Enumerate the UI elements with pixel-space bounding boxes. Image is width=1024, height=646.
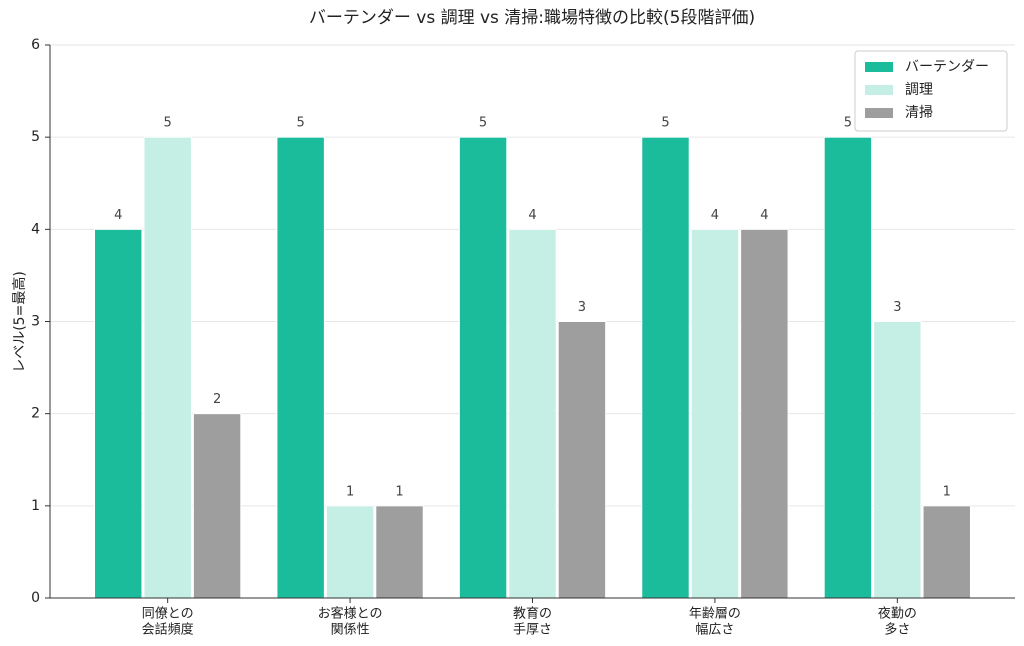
legend-label: 清掃 [905, 104, 933, 121]
value-label: 5 [661, 116, 669, 131]
legend-swatch [865, 62, 893, 72]
value-label: 4 [114, 208, 122, 223]
value-label: 2 [213, 392, 221, 407]
legend-label: バーテンダー [905, 59, 989, 75]
x-tick-label: 同僚との [142, 607, 194, 622]
value-label: 5 [479, 116, 487, 131]
value-label: 1 [395, 484, 403, 499]
value-label: 4 [528, 208, 536, 223]
y-tick-label: 2 [31, 406, 40, 422]
bar [276, 136, 325, 599]
bar [823, 136, 873, 599]
legend-swatch [865, 85, 893, 95]
value-label: 4 [711, 208, 719, 223]
bar [458, 136, 508, 599]
bar [690, 228, 740, 599]
bar [508, 228, 557, 599]
bar [922, 505, 971, 599]
y-axis-label: レベル(5=最高) [11, 271, 28, 373]
value-label: 1 [346, 484, 354, 499]
value-label: 5 [297, 116, 305, 131]
bar [557, 321, 607, 599]
value-label: 1 [943, 484, 951, 499]
x-tick-label: 年齢層の [689, 607, 741, 622]
y-tick-label: 3 [31, 314, 40, 330]
y-tick-label: 5 [31, 129, 40, 145]
x-tick-label: 会話頻度 [142, 622, 194, 638]
bar [143, 136, 192, 599]
legend-label: 調理 [905, 82, 933, 98]
bar [641, 136, 690, 599]
y-tick-label: 4 [31, 221, 40, 237]
y-tick-label: 1 [31, 498, 40, 514]
bar [94, 228, 143, 599]
bars [94, 136, 971, 599]
value-label: 3 [578, 300, 586, 315]
value-label: 4 [760, 208, 768, 223]
bar [192, 413, 242, 599]
bar [873, 321, 922, 599]
y-tick-label: 6 [31, 37, 40, 53]
x-tick-label: 関係性 [331, 623, 370, 638]
value-label: 3 [893, 300, 901, 315]
chart-title: バーテンダー vs 調理 vs 清掃:職場特徴の比較(5段階評価) [309, 8, 755, 28]
y-tick-label: 0 [31, 590, 40, 606]
x-tick-label: 夜勤の [878, 607, 917, 622]
x-tick-label: 幅広さ [695, 623, 734, 638]
x-tick-label: お客様との [318, 606, 383, 622]
x-tick-label: 多さ [884, 622, 910, 638]
bar [325, 505, 375, 599]
value-label: 5 [164, 116, 172, 131]
legend-swatch [865, 108, 893, 118]
x-tick-label: 手厚さ [513, 623, 552, 638]
value-label: 5 [844, 116, 852, 131]
bar [375, 505, 424, 599]
bar [740, 228, 789, 599]
x-tick-label: 教育の [513, 606, 552, 622]
